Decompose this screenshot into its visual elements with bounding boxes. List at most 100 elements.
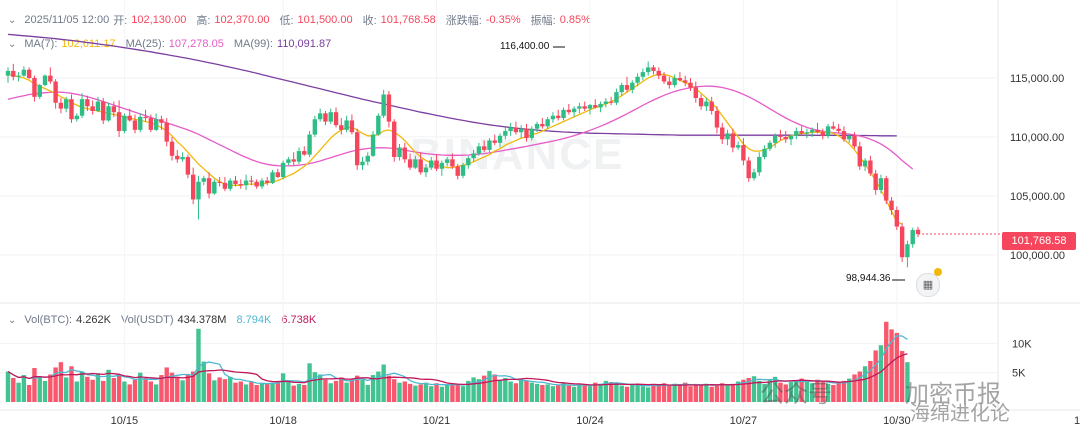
candle bbox=[884, 175, 889, 205]
volume-bar bbox=[291, 385, 296, 402]
volume-bar bbox=[386, 375, 392, 402]
volume-bar bbox=[222, 379, 228, 402]
candle bbox=[26, 67, 32, 80]
volume-bar bbox=[540, 385, 545, 402]
candle-body bbox=[735, 145, 741, 148]
candle bbox=[799, 126, 804, 136]
volume-bar bbox=[58, 362, 64, 402]
candle-body bbox=[344, 120, 349, 130]
candle-body bbox=[101, 101, 106, 121]
volume-bar bbox=[360, 379, 365, 402]
volume-bar bbox=[265, 383, 270, 402]
volume-bar bbox=[164, 367, 169, 402]
volume-bar bbox=[439, 386, 445, 402]
volume-bar bbox=[836, 382, 841, 402]
candle bbox=[365, 152, 370, 166]
candle-body bbox=[238, 184, 243, 186]
candle bbox=[175, 149, 180, 163]
high-value: 102,370.00 bbox=[214, 14, 270, 26]
chevron-down-icon[interactable]: ⌄ bbox=[8, 314, 17, 326]
time-tick-label: 10/21 bbox=[423, 415, 451, 427]
candle-body bbox=[254, 181, 259, 187]
volume-bar bbox=[116, 374, 122, 402]
volume-bar bbox=[312, 372, 318, 402]
volume-bar bbox=[831, 385, 836, 402]
candle bbox=[545, 116, 550, 129]
candle bbox=[249, 175, 254, 186]
candle-body bbox=[423, 167, 429, 173]
volume-bar bbox=[370, 375, 376, 402]
candle bbox=[58, 98, 64, 114]
candle-body bbox=[878, 178, 884, 190]
candle bbox=[397, 144, 402, 161]
candle-body bbox=[868, 160, 873, 174]
volume-bar bbox=[741, 379, 746, 402]
candle-body bbox=[159, 119, 164, 123]
candle bbox=[471, 149, 476, 162]
candle-body bbox=[291, 159, 296, 162]
candle bbox=[566, 103, 572, 115]
candle bbox=[767, 140, 773, 152]
candle-body bbox=[593, 105, 598, 108]
candle-body bbox=[487, 140, 492, 150]
candle-body bbox=[63, 99, 69, 109]
candle bbox=[820, 128, 825, 140]
chevron-down-icon[interactable]: ⌄ bbox=[8, 14, 17, 26]
candle bbox=[481, 140, 487, 153]
candle bbox=[450, 153, 455, 169]
low-marker-label: 98,944.36 bbox=[846, 273, 891, 284]
volume-bar bbox=[640, 386, 646, 402]
wechat-account-watermark: 公众号 bbox=[760, 381, 832, 408]
candle-body bbox=[233, 180, 238, 185]
volume-bar bbox=[228, 376, 233, 402]
candle bbox=[561, 107, 566, 121]
chevron-down-icon[interactable]: ⌄ bbox=[8, 38, 17, 50]
candle-body bbox=[386, 94, 392, 122]
candle-body bbox=[222, 182, 228, 189]
candle-body bbox=[164, 122, 169, 142]
price-tick-label: 110,000.00 bbox=[1010, 132, 1064, 144]
candle bbox=[259, 178, 265, 189]
candle-body bbox=[74, 115, 79, 120]
candle-body bbox=[508, 127, 513, 132]
candle-body bbox=[905, 244, 910, 258]
candle bbox=[69, 94, 74, 123]
volume-bar bbox=[518, 379, 524, 402]
candle-body bbox=[651, 67, 656, 71]
candle-body bbox=[540, 123, 545, 127]
volume-bar bbox=[566, 385, 572, 402]
vol-ma-a-value: 8.794K bbox=[236, 314, 272, 326]
volume-bar bbox=[677, 385, 683, 402]
candle bbox=[571, 106, 577, 117]
candle bbox=[757, 152, 762, 176]
ma25-label: MA(25): bbox=[125, 38, 165, 50]
candle bbox=[328, 108, 333, 124]
volume-bar bbox=[868, 361, 873, 402]
volume-bar bbox=[556, 385, 561, 402]
candle bbox=[698, 94, 704, 110]
candle-body bbox=[53, 81, 58, 103]
volume-bar bbox=[397, 382, 402, 402]
clipboard-icon[interactable]: ▦ bbox=[916, 273, 940, 297]
volume-bar bbox=[243, 384, 249, 402]
volume-bar bbox=[847, 378, 852, 402]
candle-body bbox=[450, 159, 455, 167]
candle-body bbox=[804, 132, 810, 134]
volume-bar bbox=[619, 385, 624, 402]
candle bbox=[915, 226, 921, 238]
candle bbox=[497, 133, 503, 148]
volume-bar bbox=[720, 383, 725, 402]
volume-bar bbox=[783, 384, 788, 402]
candle-body bbox=[42, 75, 48, 86]
candle-body bbox=[317, 113, 323, 120]
volume-bar bbox=[667, 385, 672, 402]
time-tick-label: 10/27 bbox=[730, 415, 758, 427]
candle bbox=[847, 133, 852, 143]
volume-bar bbox=[212, 380, 217, 402]
candle-body bbox=[90, 106, 95, 111]
candle-body bbox=[545, 119, 550, 127]
candle-body bbox=[471, 153, 476, 159]
volume-bar bbox=[704, 383, 709, 402]
